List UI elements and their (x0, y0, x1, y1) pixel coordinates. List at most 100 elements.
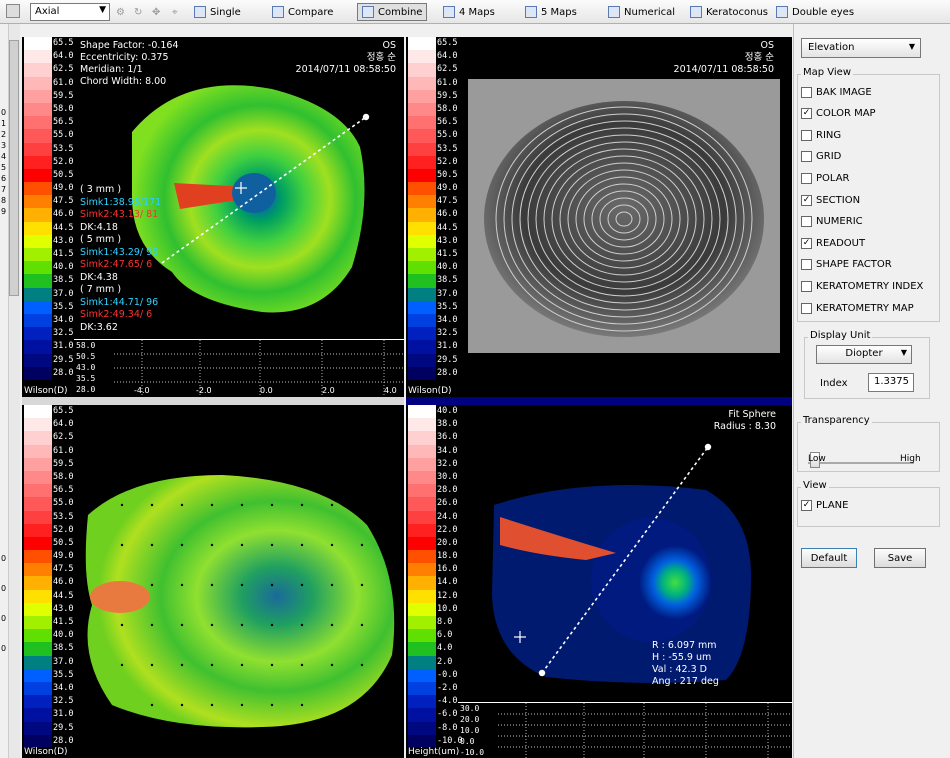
double-eyes-icon (776, 6, 788, 18)
option-checkbox[interactable] (801, 259, 812, 271)
section-line[interactable] (541, 446, 709, 674)
axial-map-panel[interactable]: 65.5 64.0 62.5 61.0 59.5 58.0 56.5 55.0 53.5 52.0… (22, 37, 404, 397)
map-type-select[interactable]: Axial ▼ (30, 3, 110, 21)
option-numeric[interactable]: NUMERIC (801, 215, 863, 229)
map-view-title: Map View (801, 67, 854, 78)
zone-5mm-simk2: Simk2:47.65/ 6 (80, 259, 153, 270)
legend-row: 6.0 (406, 629, 458, 643)
eye-side: OS (760, 40, 774, 51)
legend-row: 40.0 (406, 405, 458, 419)
zoom-icon[interactable]: ⚙ (116, 6, 125, 18)
legend-swatch (408, 681, 436, 696)
display-unit-dropdown[interactable]: Diopter ▼ (816, 345, 912, 364)
compare-button[interactable]: Compare (272, 3, 333, 21)
profile-label-5: 28.0 (76, 385, 96, 394)
option-checkbox[interactable] (801, 302, 812, 314)
legend-value: 55.0 (53, 498, 74, 509)
legend-value: 40.0 (53, 262, 74, 273)
option-readout[interactable]: ✓ READOUT (801, 236, 865, 250)
elevation-map-svg[interactable] (406, 405, 792, 758)
option-section[interactable]: ✓ SECTION (801, 193, 860, 207)
combine-button[interactable]: Combine (357, 3, 428, 21)
3d-map-svg[interactable] (22, 405, 404, 758)
option-checkbox[interactable]: ✓ (801, 108, 812, 120)
legend-value: 47.5 (53, 196, 74, 207)
camera-image-panel[interactable]: 65.5 64.0 62.5 61.0 59.5 58.0 56.5 55.0 53.5 52.0… (406, 37, 792, 397)
option-checkbox[interactable] (801, 280, 812, 292)
transparency-slider-thumb[interactable] (810, 452, 820, 468)
legend-row: -2.0 (406, 681, 458, 696)
legend-value: 35.5 (53, 301, 74, 312)
legend-value: 65.5 (437, 38, 458, 48)
legend-row: -6.0 (406, 708, 458, 722)
legend-row: 32.5 (22, 695, 74, 709)
section-end-handle[interactable] (704, 443, 712, 451)
save-button[interactable]: Save (874, 548, 926, 568)
hot-spot (90, 581, 150, 613)
option-grid[interactable]: GRID (801, 150, 841, 164)
option-polar[interactable]: POLAR (801, 171, 850, 185)
legend-value: 52.0 (53, 156, 74, 167)
five-maps-button[interactable]: 5 Maps (525, 3, 577, 21)
legend-row: 61.0 (22, 444, 74, 458)
option-shape-factor[interactable]: SHAPE FACTOR (801, 258, 892, 272)
legend-row: 32.5 (22, 327, 74, 341)
plane-checkbox[interactable]: ✓ (801, 499, 812, 511)
legend-row: 56.5 (22, 484, 74, 498)
option-checkbox[interactable] (801, 151, 812, 163)
legend-value: 44.5 (53, 222, 74, 233)
legend-row: 52.0 (406, 155, 458, 169)
legend-row: 44.5 (22, 589, 74, 603)
3d-map-panel[interactable]: 65.5 64.0 62.5 61.0 59.5 58.0 56.5 55.0 53.5 52.0… (22, 405, 404, 758)
axial-map-svg[interactable] (22, 37, 404, 397)
transparency-slider-track[interactable] (808, 462, 914, 464)
legend-swatch (408, 405, 436, 419)
legend-value: 64.0 (53, 419, 74, 430)
eye-side: OS (382, 40, 396, 51)
option-ring[interactable]: RING (801, 128, 841, 142)
option-checkbox[interactable] (801, 86, 812, 98)
cursor-icon[interactable]: ⌖ (172, 6, 178, 18)
legend-swatch (24, 142, 52, 156)
legend-value: 32.5 (53, 696, 74, 707)
option-color-map[interactable]: ✓ COLOR MAP (801, 107, 876, 121)
legend-row: 43.0 (22, 602, 74, 616)
legend-row: 61.0 (22, 76, 74, 90)
plane-checkbox-row[interactable]: ✓ PLANE (801, 498, 848, 512)
legend-value: 34.0 (53, 682, 74, 693)
option-checkbox[interactable] (801, 129, 812, 141)
profile-grid (498, 703, 792, 758)
elevation-map-panel[interactable]: 40.0 38.0 36.0 34.0 32.0 30.0 28.0 26.0 24.0 22.0… (406, 405, 792, 758)
map-select-dropdown[interactable]: Elevation ▼ (801, 38, 921, 58)
double-eyes-button[interactable]: Double eyes (776, 3, 854, 21)
section-end-handle[interactable] (362, 113, 370, 121)
legend-row: 49.0 (406, 182, 458, 196)
legend-swatch (408, 102, 436, 117)
rotate-icon[interactable]: ↻ (134, 6, 143, 18)
legend-swatch (24, 484, 52, 498)
option-keratometry-index[interactable]: KERATOMETRY INDEX (801, 279, 923, 293)
option-checkbox[interactable]: ✓ (801, 194, 812, 206)
default-button[interactable]: Default (801, 548, 857, 568)
option-keratometry-map[interactable]: KERATOMETRY MAP (801, 301, 914, 315)
legend-swatch (408, 734, 436, 748)
keratoconus-button[interactable]: Keratoconus (690, 3, 768, 21)
option-checkbox[interactable] (801, 172, 812, 184)
option-bak-image[interactable]: BAK IMAGE (801, 85, 872, 99)
legend-swatch (24, 353, 52, 367)
option-checkbox[interactable]: ✓ (801, 237, 812, 249)
pan-icon[interactable]: ✥ (152, 6, 161, 18)
index-input[interactable]: 1.3375 (868, 373, 914, 392)
option-checkbox[interactable] (801, 216, 812, 228)
profile-label-3: 43.0 (76, 363, 96, 372)
legend-row: 47.5 (22, 195, 74, 209)
legend-value: 53.5 (437, 143, 458, 154)
numerical-button[interactable]: Numerical (608, 3, 675, 21)
legend-row: 16.0 (406, 563, 458, 577)
scrollbar-thumb[interactable] (9, 40, 19, 296)
single-button[interactable]: Single (194, 3, 241, 21)
section-start-handle[interactable] (538, 669, 546, 677)
four-maps-button[interactable]: 4 Maps (443, 3, 495, 21)
fit-sphere-title: Fit Sphere (728, 409, 776, 420)
menu-icon[interactable] (6, 4, 20, 18)
